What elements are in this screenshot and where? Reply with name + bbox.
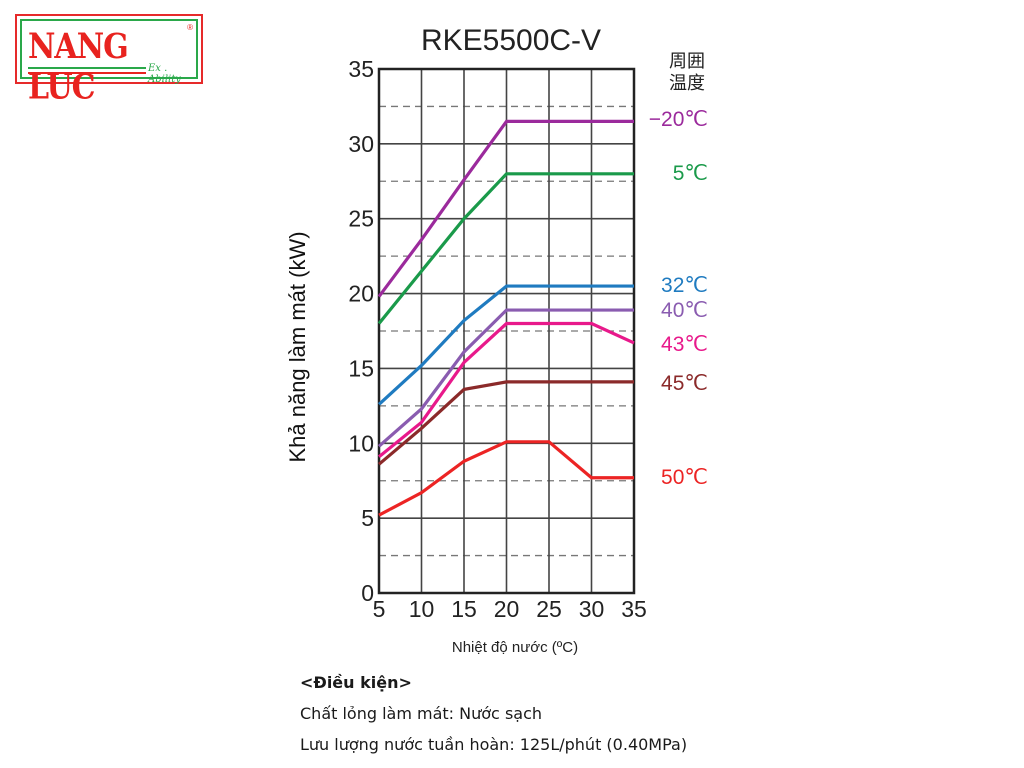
legend-label: 5℃ [673, 162, 708, 185]
x-tick-label: 25 [536, 596, 562, 622]
legend-label: 43℃ [661, 333, 708, 356]
series-line [377, 284, 634, 406]
conditions-flow: Lưu lượng nước tuần hoàn: 125L/phút (0.4… [300, 735, 688, 754]
logo-tagline: Ex . Ability [148, 63, 181, 85]
brand-logo: NANG LUC ® Ex . Ability [15, 14, 203, 108]
series-line [378, 440, 634, 517]
legend-label: 32℃ [661, 274, 708, 297]
series-line [377, 172, 634, 325]
series-line [377, 119, 634, 298]
y-tick-label: 35 [348, 56, 374, 82]
registered-mark: ® [187, 23, 193, 32]
series-line [377, 321, 635, 459]
x-tick-label: 15 [451, 596, 477, 622]
series-line [377, 380, 634, 466]
x-axis-label: Nhiệt độ nước (ºC) [452, 639, 578, 656]
logo-frame: NANG LUC ® Ex . Ability [20, 19, 198, 108]
y-tick-label: 15 [348, 355, 374, 381]
conditions-coolant: Chất lỏng làm mát: Nước sạch [300, 704, 543, 723]
x-tick-label: 5 [373, 596, 386, 622]
y-tick-label: 25 [348, 206, 374, 232]
y-tick-label: 5 [361, 505, 374, 531]
plot-frame [377, 67, 636, 595]
y-tick-label: 0 [361, 580, 374, 606]
y-tick-label: 30 [348, 131, 374, 157]
legend-label: 50℃ [661, 466, 708, 489]
legend-label: 45℃ [661, 372, 708, 395]
series-line [377, 308, 634, 448]
chart-series [377, 119, 635, 517]
x-tick-label: 30 [579, 596, 605, 622]
legend-title: 周囲 [669, 51, 705, 71]
legend-label: 40℃ [661, 299, 708, 322]
x-tick-label: 10 [409, 596, 435, 622]
legend-title: 温度 [669, 73, 705, 93]
chart-title: RKE5500C-V [421, 24, 601, 57]
x-tick-label: 35 [621, 596, 647, 622]
y-tick-label: 10 [348, 430, 374, 456]
y-tick-label: 20 [348, 281, 374, 307]
logo-green-stripe [28, 67, 146, 69]
legend-label: −20℃ [649, 108, 708, 131]
logo-red-stripe [28, 72, 146, 74]
x-tick-label: 20 [494, 596, 520, 622]
y-axis-label: Khả năng làm mát (kW) [285, 231, 310, 462]
chart-grid [377, 67, 636, 595]
conditions-heading: <Điều kiện> [300, 673, 412, 692]
